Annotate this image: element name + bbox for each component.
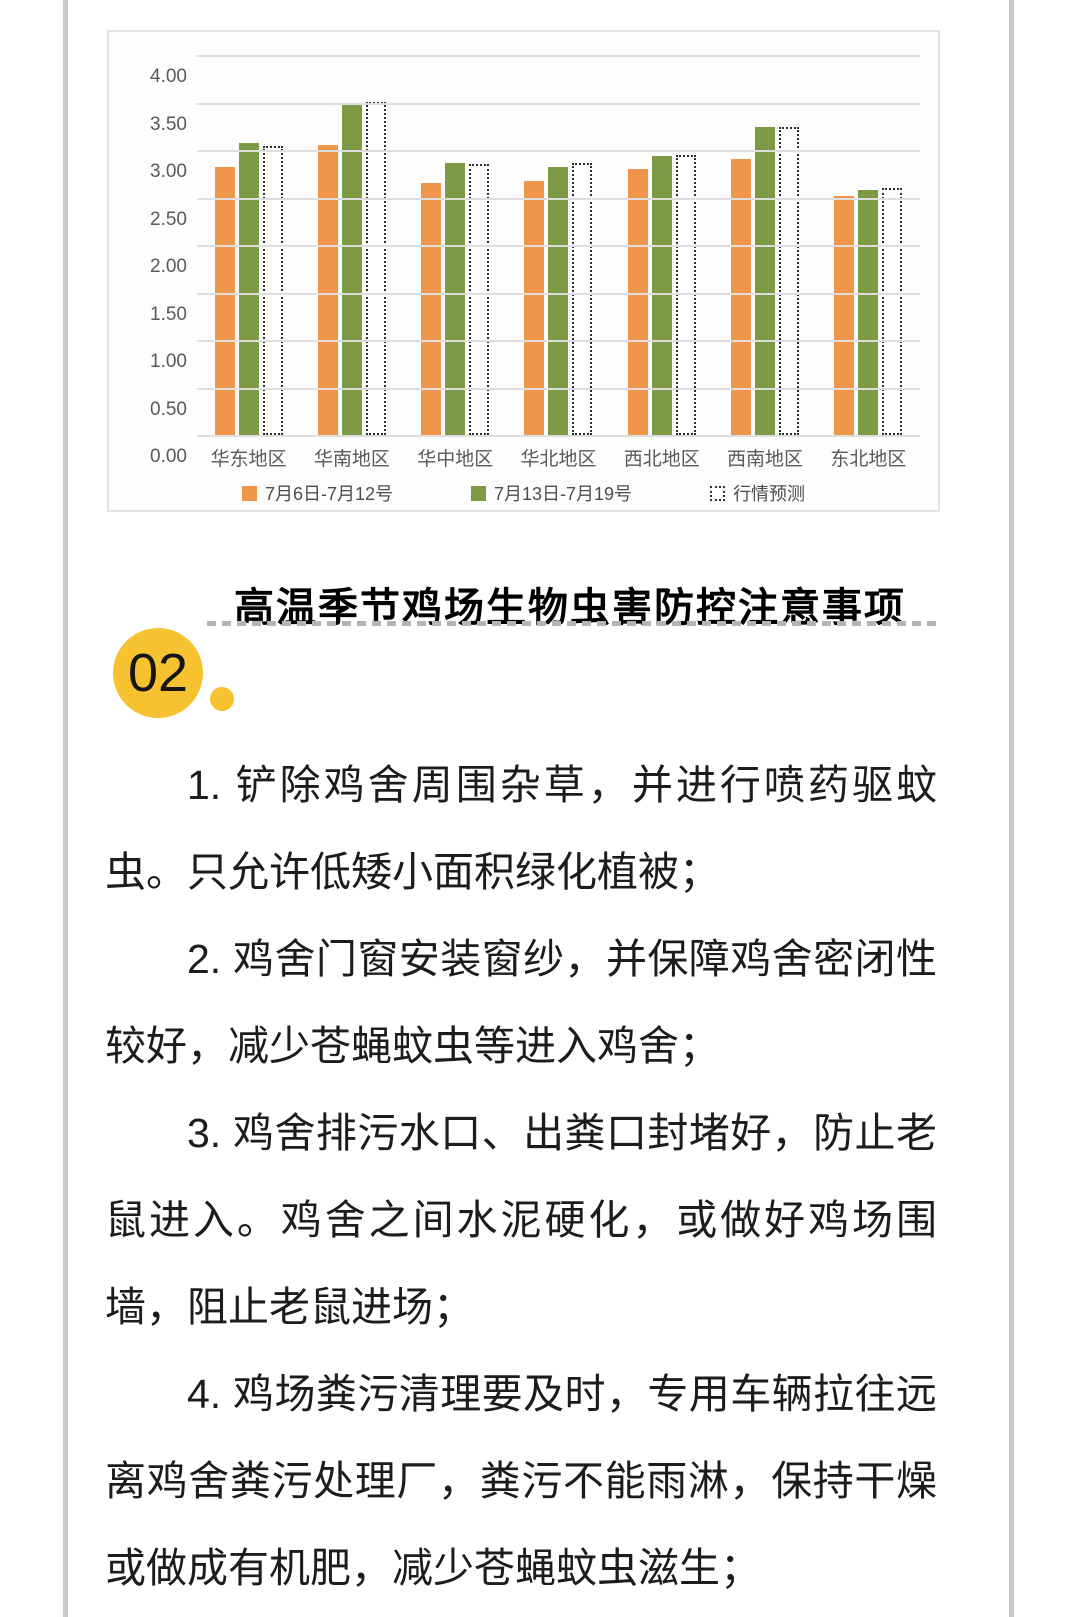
- category-label: 华南地区: [313, 449, 390, 470]
- badge-dot: [210, 687, 234, 711]
- plot-area: 4.00 3.50 3.00 2.50 2.00 1.50 1.00 0.50 0.00: [150, 55, 920, 467]
- bar: [627, 169, 648, 435]
- bar: [572, 163, 593, 435]
- bar: [341, 104, 362, 435]
- bar: [524, 181, 545, 435]
- bar-group: [300, 55, 403, 435]
- category-label: 西北地区: [623, 449, 700, 470]
- y-tick-label: 1.50: [150, 304, 187, 325]
- paragraph-4: 4. 鸡场粪污清理要及时，专用车辆拉往远离鸡舍粪污处理厂，粪污不能雨淋，保持干燥…: [105, 1371, 937, 1591]
- legend-item: 7月13日-7月19号: [471, 480, 632, 506]
- bar: [651, 156, 672, 435]
- legend: 7月6日-7月12号 7月13日-7月19号 行情预测: [109, 480, 938, 506]
- title-divider: [207, 621, 937, 626]
- bar-group: [507, 55, 610, 435]
- category-label: 华中地区: [417, 449, 494, 470]
- category-label: 西南地区: [727, 449, 804, 470]
- gridline: [197, 150, 920, 152]
- legend-swatch: [710, 485, 726, 501]
- y-tick-label: 2.50: [150, 209, 187, 230]
- category-row: 华东地区 华南地区 华中地区 华北地区 西北地区 西南地区 东北地区: [197, 444, 920, 471]
- y-tick-label: 4.00: [150, 66, 187, 87]
- legend-swatch: [241, 485, 257, 501]
- gridline: [197, 388, 920, 390]
- y-tick-label: 2.00: [150, 256, 187, 277]
- gridline: [197, 55, 920, 57]
- bar-group: [197, 55, 300, 435]
- bar: [262, 146, 283, 435]
- gridline: [197, 198, 920, 200]
- gridline: [197, 340, 920, 342]
- legend-item: 7月6日-7月12号: [241, 480, 393, 506]
- legend-label: 7月6日-7月12号: [264, 484, 393, 504]
- y-tick-label: 3.50: [150, 114, 187, 135]
- paragraph-2: 2. 鸡舍门窗安装窗纱，并保障鸡舍密闭性较好，减少苍蝇蚊虫等进入鸡舍；: [105, 936, 937, 1069]
- gridline: [197, 103, 920, 105]
- legend-label: 行情预测: [733, 484, 806, 504]
- y-tick-label: 3.00: [150, 161, 187, 182]
- bar: [317, 145, 338, 435]
- article-body: 1. 铲除鸡舍周围杂草，并进行喷药驱蚊虫。只允许低矮小面积绿化植被； 2. 鸡舍…: [105, 742, 937, 1612]
- bar: [675, 155, 696, 435]
- y-tick-label: 1.00: [150, 351, 187, 372]
- paragraph-1: 1. 铲除鸡舍周围杂草，并进行喷药驱蚊虫。只允许低矮小面积绿化植被；: [105, 762, 937, 895]
- bar: [445, 163, 466, 435]
- bar: [755, 127, 776, 435]
- bar: [421, 183, 442, 435]
- gridline: [197, 435, 920, 437]
- page-border-right: [1009, 0, 1014, 1617]
- legend-label: 7月13日-7月19号: [494, 484, 633, 504]
- bar: [214, 167, 235, 435]
- y-tick-label: 0.50: [150, 399, 187, 420]
- bar: [834, 196, 855, 435]
- section-number-badge: 02: [113, 628, 203, 718]
- bar: [469, 164, 490, 435]
- bar-group: [713, 55, 816, 435]
- bar: [779, 127, 800, 435]
- gridline: [197, 245, 920, 247]
- legend-item: 行情预测: [710, 480, 805, 506]
- bar: [731, 159, 752, 435]
- bar-group: [817, 55, 920, 435]
- y-tick-label: 0.00: [150, 446, 187, 467]
- paragraph-3: 3. 鸡舍排污水口、出粪口封堵好，防止老鼠进入。鸡舍之间水泥硬化，或做好鸡场围墙…: [105, 1110, 937, 1330]
- bar: [238, 143, 259, 435]
- legend-swatch: [471, 485, 486, 501]
- bar-group: [610, 55, 713, 435]
- gridline: [197, 293, 920, 295]
- bar: [548, 167, 569, 435]
- bar: [858, 190, 879, 435]
- price-bar-chart: 4.00 3.50 3.00 2.50 2.00 1.50 1.00 0.50 0.00 华东地…: [107, 30, 940, 512]
- bar: [882, 188, 903, 435]
- category-label: 华北地区: [520, 449, 597, 470]
- page-border-left: [63, 0, 68, 1617]
- category-label: 华东地区: [210, 449, 287, 470]
- category-label: 东北地区: [830, 449, 907, 470]
